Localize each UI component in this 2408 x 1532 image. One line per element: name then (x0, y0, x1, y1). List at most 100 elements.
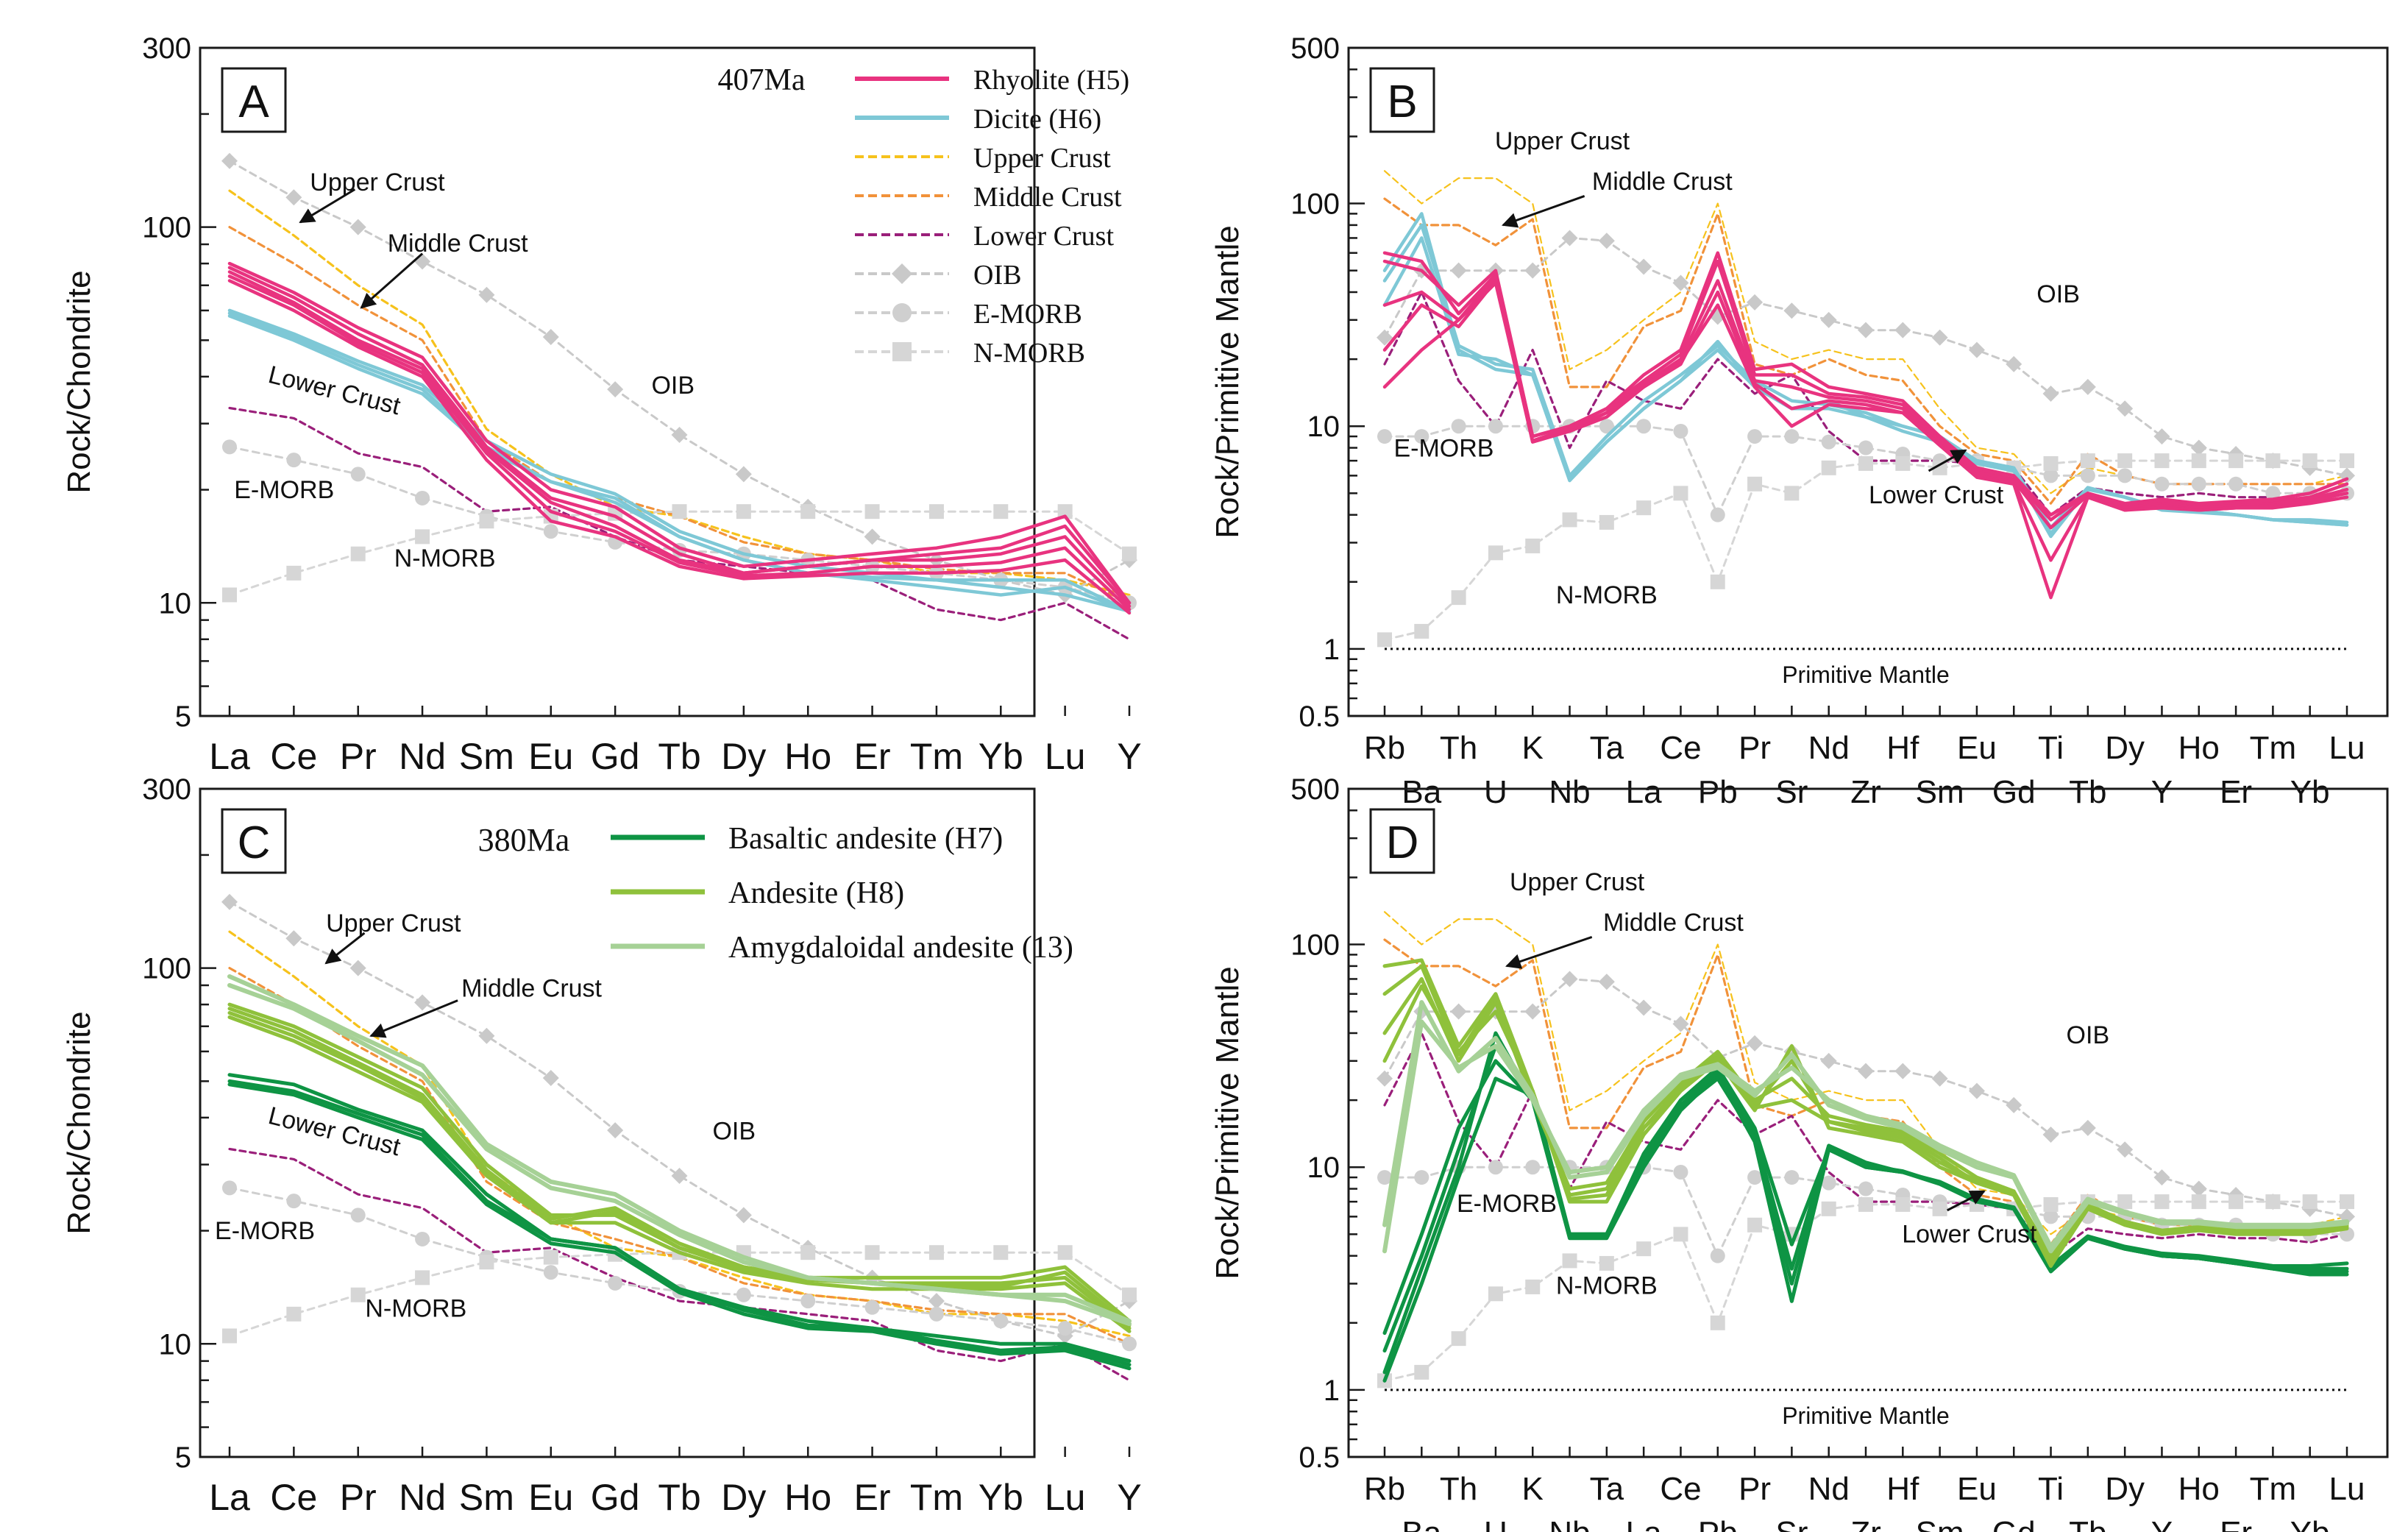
oib-marker (607, 1122, 624, 1139)
y-tick-label: 500 (1290, 32, 1340, 65)
x-tick-label: Er (2220, 1515, 2252, 1532)
oib-marker (221, 152, 238, 169)
nmorb-marker (1525, 1279, 1541, 1294)
legend-label: Dicite (H6) (973, 104, 1101, 135)
annotation-text: E-MORB (215, 1217, 315, 1245)
panel-label: B (1387, 77, 1417, 127)
plot-frame (1347, 46, 2389, 717)
annotation-text: E-MORB (1457, 1190, 1557, 1218)
x-tick-label: Sm (459, 1477, 514, 1518)
oib-marker (1820, 311, 1837, 328)
oib-marker (928, 1293, 945, 1310)
legend-label: Basaltic andesite (H7) (728, 822, 1003, 856)
series-line-amygdaloidal (227, 983, 1132, 1327)
y-tick-label: 10 (1307, 411, 1340, 443)
series-line-rhyolite (227, 270, 1132, 609)
nmorb-marker (2340, 1194, 2354, 1210)
emorb-marker (1821, 434, 1836, 450)
annotation-text: OIB (712, 1117, 756, 1145)
oib-marker (2006, 1096, 2022, 1113)
nmorb-marker (2043, 1196, 2059, 1212)
legend-label: Middle Crust (973, 182, 1122, 213)
y-axis-label: Rock/Primitive Mantle (1210, 966, 1246, 1279)
x-tick-label: Er (854, 736, 891, 777)
legend-label: Andesite (H8) (728, 876, 904, 910)
series-line-dacite (227, 314, 1132, 613)
nmorb-marker (350, 546, 366, 561)
x-tick-label: Sr (1775, 774, 1808, 810)
oib-marker (1450, 262, 1467, 279)
nmorb-marker (2191, 1194, 2206, 1210)
emorb-marker (1122, 1336, 1137, 1352)
emorb-marker (2043, 468, 2059, 483)
x-tick-label: Ta (1590, 1471, 1624, 1507)
series-line-lower-crust (228, 1147, 1131, 1382)
x-tick-label: Y (2151, 1515, 2173, 1532)
nmorb-marker (1414, 1364, 1429, 1380)
oib-marker (2153, 1169, 2170, 1186)
plot-frame (199, 46, 1036, 717)
x-tick-label: Pr (1738, 1471, 1771, 1507)
x-tick-label: Lu (2329, 1471, 2365, 1507)
y-tick-label: 500 (1290, 773, 1340, 806)
x-tick-label: Pr (340, 1477, 377, 1518)
legend-label: Rhyolite (H5) (973, 65, 1129, 96)
legend-label: Lower Crust (973, 221, 1114, 252)
emorb-marker (993, 1313, 1009, 1329)
nmorb-marker (415, 529, 430, 545)
nmorb-marker (2302, 453, 2318, 469)
x-tick-label: U (1484, 1515, 1507, 1532)
emorb-marker (222, 439, 237, 455)
x-tick-label: Ho (2178, 730, 2220, 766)
annotation-text: Upper Crust (310, 169, 445, 196)
annotation-text: Middle Crust (1592, 168, 1733, 196)
emorb-marker (1858, 1181, 1873, 1196)
x-tick-label: K (1522, 730, 1544, 766)
emorb-marker (1414, 1170, 1429, 1185)
nmorb-marker (1057, 1245, 1073, 1260)
series-line-andesite (227, 1007, 1132, 1323)
x-tick-label: Th (1440, 1471, 1477, 1507)
series-group (221, 893, 1137, 1382)
series-line-basaltic-andesite (227, 1082, 1132, 1371)
emorb-marker (1525, 1160, 1541, 1175)
x-tick-label: Y (2151, 774, 2173, 810)
nmorb-marker (1414, 623, 1429, 639)
y-tick-label: 10 (159, 587, 192, 620)
nmorb-marker (2265, 453, 2281, 469)
series-line-rhyolite (227, 261, 1132, 605)
nmorb-marker (736, 504, 751, 519)
oib-marker (1968, 341, 1985, 358)
x-tick-label: Sm (1916, 1515, 1964, 1532)
emorb-marker (1599, 419, 1614, 434)
nmorb-marker (479, 1255, 494, 1270)
x-tick-label: Ba (1402, 774, 1441, 810)
oib-marker (671, 1167, 688, 1184)
x-tick-label: Ta (1590, 730, 1624, 766)
x-tick-label: Dy (2105, 730, 2145, 766)
nmorb-marker (2228, 1194, 2244, 1210)
oib-marker (1635, 999, 1652, 1016)
annotation-arrow (299, 188, 356, 224)
oib-marker (1524, 1003, 1541, 1020)
x-tick-label: Yb (979, 736, 1023, 777)
plot-frame (199, 787, 1036, 1458)
annotation-text: Upper Crust (326, 909, 461, 937)
nmorb-marker (2117, 1194, 2133, 1210)
emorb-marker (2117, 468, 2133, 483)
emorb-marker (864, 1299, 880, 1315)
x-tick-label: Sm (459, 736, 514, 777)
oib-marker (285, 930, 302, 947)
nmorb-marker (800, 504, 816, 519)
emorb-marker (350, 1207, 366, 1223)
oib-marker (1968, 1082, 1985, 1099)
emorb-marker (736, 1287, 751, 1302)
y-axis-label: Rock/Primitive Mantle (1210, 225, 1246, 538)
annotation-text: E-MORB (1393, 435, 1494, 463)
nmorb-marker (928, 504, 944, 519)
annotation-text: N-MORB (1556, 1272, 1658, 1299)
oib-marker (2190, 1180, 2207, 1197)
x-tick-label: Nd (1808, 730, 1850, 766)
oib-marker (478, 286, 495, 303)
panel-a: 5 10 100 300 La Ce Pr Nd Sm Eu Gd Tb Dy Ho Er Tm Yb Lu Y Ro… (61, 32, 1142, 777)
